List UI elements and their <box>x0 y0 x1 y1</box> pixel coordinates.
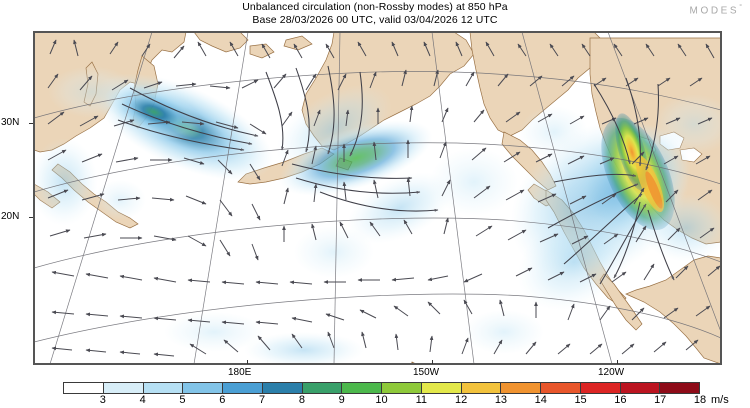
lon-tick-180e <box>247 360 248 364</box>
colorbar-cell-9 <box>302 383 343 393</box>
modes-logo-mark: ° <box>739 4 742 11</box>
colorbar-tick-17: 17 <box>654 394 667 406</box>
colorbar-tick-16: 16 <box>614 394 627 406</box>
colorbar-cell-5 <box>143 383 184 393</box>
colorbar-tick-10: 10 <box>375 394 388 406</box>
wind-vector-arrows <box>47 39 721 357</box>
colorbar-cell-12 <box>421 383 462 393</box>
lat-tick-30n <box>29 123 33 124</box>
page-title: Unbalanced circulation (non-Rossby modes… <box>242 1 508 13</box>
colorbar-tick-5: 5 <box>179 394 186 406</box>
colorbar-tick-8: 8 <box>298 394 305 406</box>
lon-tick-150w <box>432 360 433 364</box>
colorbar-tick-12: 12 <box>455 394 468 406</box>
colorbar-cell-14 <box>501 383 541 393</box>
colorbar-cell-6 <box>183 383 223 393</box>
lat-label-20n: 20N <box>1 211 20 222</box>
lat-label-30n: 30N <box>1 117 20 128</box>
colorbar-cell-10 <box>342 383 382 393</box>
wind-streamlines <box>117 65 675 285</box>
figure-subtitle: Base 28/03/2026 00 UTC, valid 03/04/2026… <box>252 14 498 26</box>
colorbar-tick-7: 7 <box>259 394 266 406</box>
figure-title-block: Unbalanced circulation (non-Rossby modes… <box>0 1 750 27</box>
map-canvas <box>34 32 721 364</box>
wind-field-map <box>34 32 721 364</box>
colorbar-tick-18: 18 <box>693 394 707 406</box>
colorbar-tick-13: 13 <box>494 394 508 406</box>
colorbar-cell-8 <box>262 383 303 393</box>
lon-label-180e: 180E <box>228 367 252 378</box>
lon-label-120w: 120W <box>598 367 625 378</box>
colorbar-cell-4 <box>103 383 144 393</box>
colorbar-tick-9: 9 <box>338 394 345 406</box>
lon-tick-120w <box>617 360 618 364</box>
modes-logo: MODES° <box>690 4 742 16</box>
colorbar-tick-11: 11 <box>415 394 428 406</box>
colorbar-cell-11 <box>382 383 422 393</box>
map-border <box>34 32 721 364</box>
map-plot-area <box>33 31 722 365</box>
colorbar-cell-15 <box>541 383 581 393</box>
colorbar-tick-4: 4 <box>139 394 146 406</box>
modes-logo-text: MODES <box>689 5 740 17</box>
colorbar-cell-18 <box>660 383 699 393</box>
colorbar-cell-3 <box>64 383 104 393</box>
colorbar-tick-6: 6 <box>219 394 226 406</box>
colorbar-cell-17 <box>620 383 661 393</box>
colorbar-tick-3: 3 <box>99 394 106 406</box>
colorbar-cell-7 <box>223 383 263 393</box>
colorbar-tick-15: 15 <box>574 394 587 406</box>
lon-label-150w: 150W <box>413 367 440 378</box>
lat-tick-20n <box>29 217 33 218</box>
colorbar <box>63 382 700 394</box>
colorbar-cell-16 <box>580 383 621 393</box>
colorbar-cell-13 <box>461 383 502 393</box>
colorbar-tick-14: 14 <box>534 394 547 406</box>
colorbar-unit-label: m/s <box>711 394 729 406</box>
